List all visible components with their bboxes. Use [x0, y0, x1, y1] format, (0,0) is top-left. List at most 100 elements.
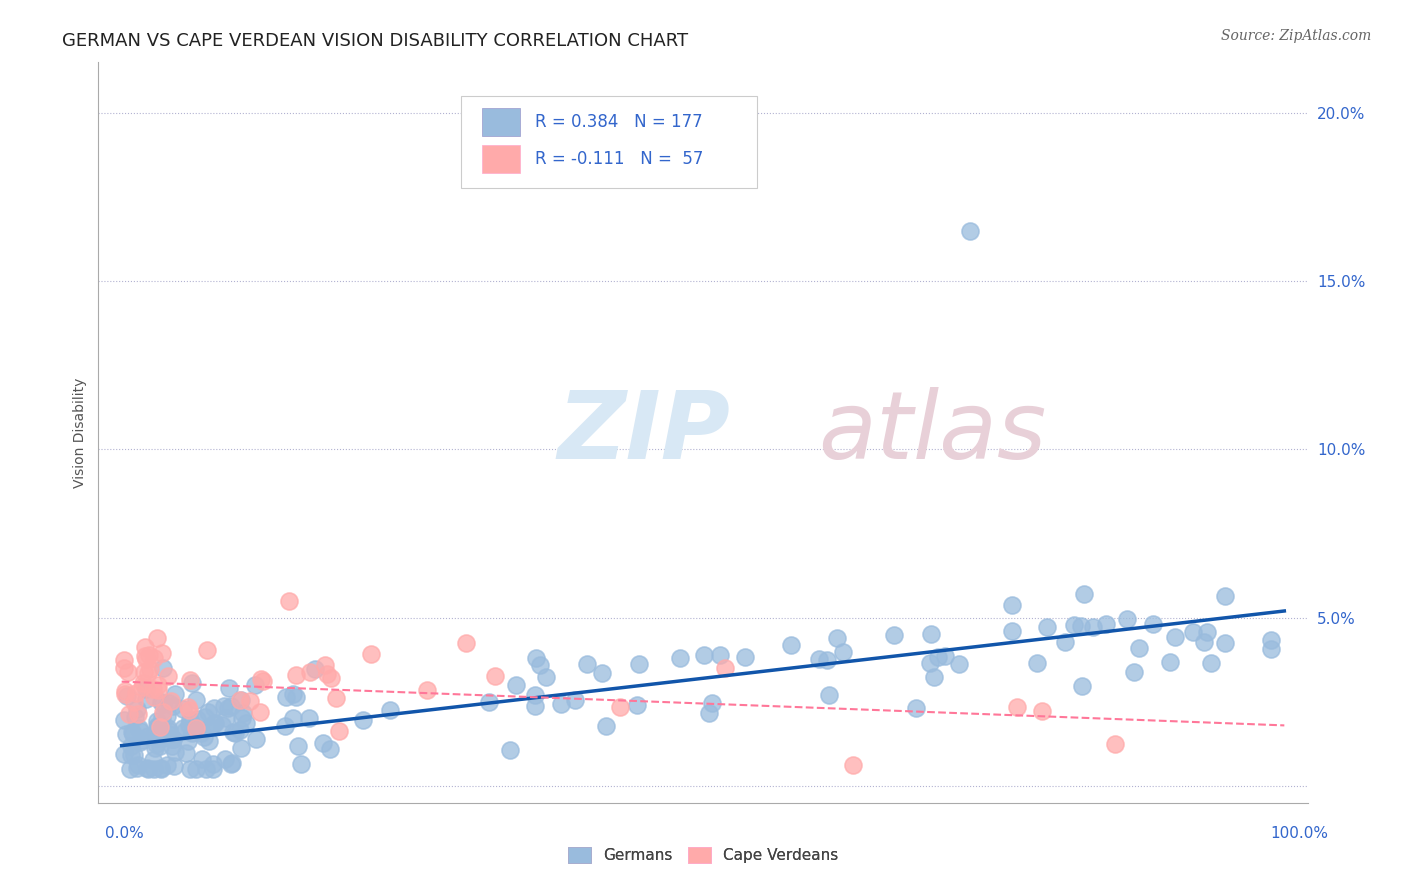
Point	[815, 653, 838, 667]
Point	[139, 662, 162, 676]
Point	[197, 705, 219, 719]
Point	[136, 762, 159, 776]
Point	[195, 643, 218, 657]
Point	[186, 762, 208, 776]
Point	[194, 710, 217, 724]
Point	[194, 762, 217, 776]
Point	[156, 758, 179, 772]
Point	[1159, 655, 1181, 669]
Point	[191, 752, 214, 766]
Point	[328, 723, 350, 738]
Point	[149, 762, 172, 776]
Point	[156, 709, 179, 723]
Point	[249, 673, 271, 687]
Point	[1026, 656, 1049, 670]
Point	[215, 711, 238, 725]
Point	[1095, 616, 1118, 631]
Point	[145, 737, 167, 751]
Point	[128, 724, 150, 739]
Text: GERMAN VS CAPE VERDEAN VISION DISABILITY CORRELATION CHART: GERMAN VS CAPE VERDEAN VISION DISABILITY…	[62, 32, 689, 50]
Point	[135, 682, 157, 697]
Point	[193, 730, 215, 744]
Point	[1000, 598, 1022, 612]
Point	[179, 762, 201, 776]
Point	[146, 731, 169, 745]
Point	[221, 725, 243, 739]
Point	[145, 740, 167, 755]
Point	[920, 627, 942, 641]
Point	[1104, 737, 1126, 751]
Text: 100.0%: 100.0%	[1271, 827, 1329, 841]
Point	[149, 761, 172, 775]
Point	[628, 657, 651, 672]
Point	[1063, 618, 1085, 632]
Point	[152, 661, 174, 675]
Point	[219, 756, 242, 771]
Point	[160, 739, 183, 754]
Point	[905, 701, 928, 715]
Point	[1164, 631, 1187, 645]
Point	[245, 678, 267, 692]
Point	[201, 717, 224, 731]
Point	[174, 724, 197, 739]
Point	[217, 701, 239, 715]
Point	[499, 743, 522, 757]
Point	[114, 684, 136, 698]
Point	[415, 682, 437, 697]
Point	[298, 711, 321, 725]
Point	[136, 666, 159, 681]
Point	[780, 638, 803, 652]
Point	[131, 680, 153, 694]
Point	[114, 687, 136, 701]
Point	[669, 651, 692, 665]
Point	[524, 650, 547, 665]
Point	[148, 678, 170, 692]
Point	[142, 681, 165, 696]
Point	[202, 756, 225, 771]
Point	[186, 712, 208, 726]
Point	[165, 745, 187, 759]
Point	[184, 723, 207, 737]
Point	[138, 648, 160, 662]
Point	[697, 706, 720, 720]
Point	[186, 723, 208, 738]
FancyBboxPatch shape	[461, 95, 758, 188]
Point	[1073, 587, 1095, 601]
Point	[112, 747, 135, 761]
Point	[484, 669, 506, 683]
Point	[129, 735, 152, 749]
Point	[142, 651, 165, 665]
Point	[564, 693, 586, 707]
Point	[883, 628, 905, 642]
Point	[157, 724, 180, 739]
Point	[186, 693, 208, 707]
Point	[1197, 625, 1219, 640]
Point	[152, 705, 174, 719]
Point	[112, 714, 135, 728]
Point	[478, 695, 501, 709]
Point	[122, 727, 145, 741]
Point	[172, 702, 194, 716]
Point	[177, 703, 200, 717]
Text: R = -0.111   N =  57: R = -0.111 N = 57	[534, 151, 703, 169]
Point	[201, 762, 224, 776]
Point	[283, 711, 305, 725]
Point	[1122, 665, 1144, 679]
Point	[229, 740, 252, 755]
Point	[114, 727, 136, 741]
Point	[352, 713, 374, 727]
Point	[138, 729, 160, 743]
Point	[304, 662, 326, 676]
Point	[290, 756, 312, 771]
Point	[245, 731, 267, 746]
Point	[146, 714, 169, 729]
Point	[181, 676, 204, 690]
Text: 0.0%: 0.0%	[105, 827, 145, 841]
Point	[285, 690, 308, 704]
Point	[125, 686, 148, 700]
Point	[591, 665, 613, 680]
Point	[229, 723, 252, 737]
Point	[529, 657, 551, 672]
Point	[278, 594, 301, 608]
Point	[626, 698, 648, 712]
